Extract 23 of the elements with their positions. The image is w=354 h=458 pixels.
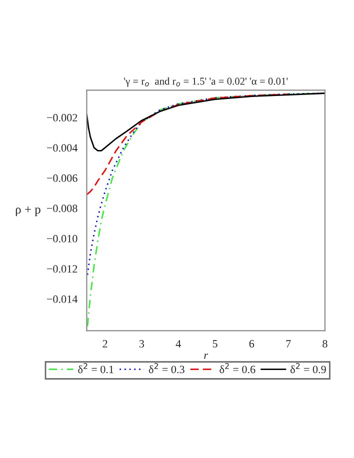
x-tick-label: 6 <box>249 340 254 348</box>
line-series <box>86 93 290 196</box>
chart-title: 'γ = r$_{o}$ and r$_{o}$ = 1.5' 'a = 0.02' 'α = 0.01' <box>124 77 288 87</box>
y-axis-title: ρ + p <box>16 206 40 216</box>
line-series <box>86 92 325 152</box>
x-axis-title: r <box>204 354 208 359</box>
x-tick-label: 4 <box>176 340 181 348</box>
x-tick-label: 5 <box>212 340 218 348</box>
legend-label: δ$^{2}$ = 0.6 <box>220 363 256 374</box>
legend-label: δ$^{2}$ = 0.3 <box>148 363 184 374</box>
y-tick-label: −0.014 <box>46 295 78 303</box>
legend-label: δ$^{2}$ = 0.1 <box>78 363 114 374</box>
y-tick-label: −0.004 <box>46 144 78 152</box>
x-tick-label: 2 <box>102 340 108 348</box>
y-tick-label: −0.002 <box>46 114 78 122</box>
x-tick-label: 3 <box>139 340 144 348</box>
y-tick-label: −0.008 <box>46 204 78 212</box>
legend-label: δ$^{2}$ = 0.9 <box>290 363 326 374</box>
y-tick-label: −0.010 <box>46 234 78 242</box>
x-tick-label: 8 <box>322 340 328 348</box>
y-tick-label: −0.012 <box>46 265 78 273</box>
x-tick-label: 7 <box>286 340 291 348</box>
y-tick-label: −0.006 <box>46 174 78 182</box>
